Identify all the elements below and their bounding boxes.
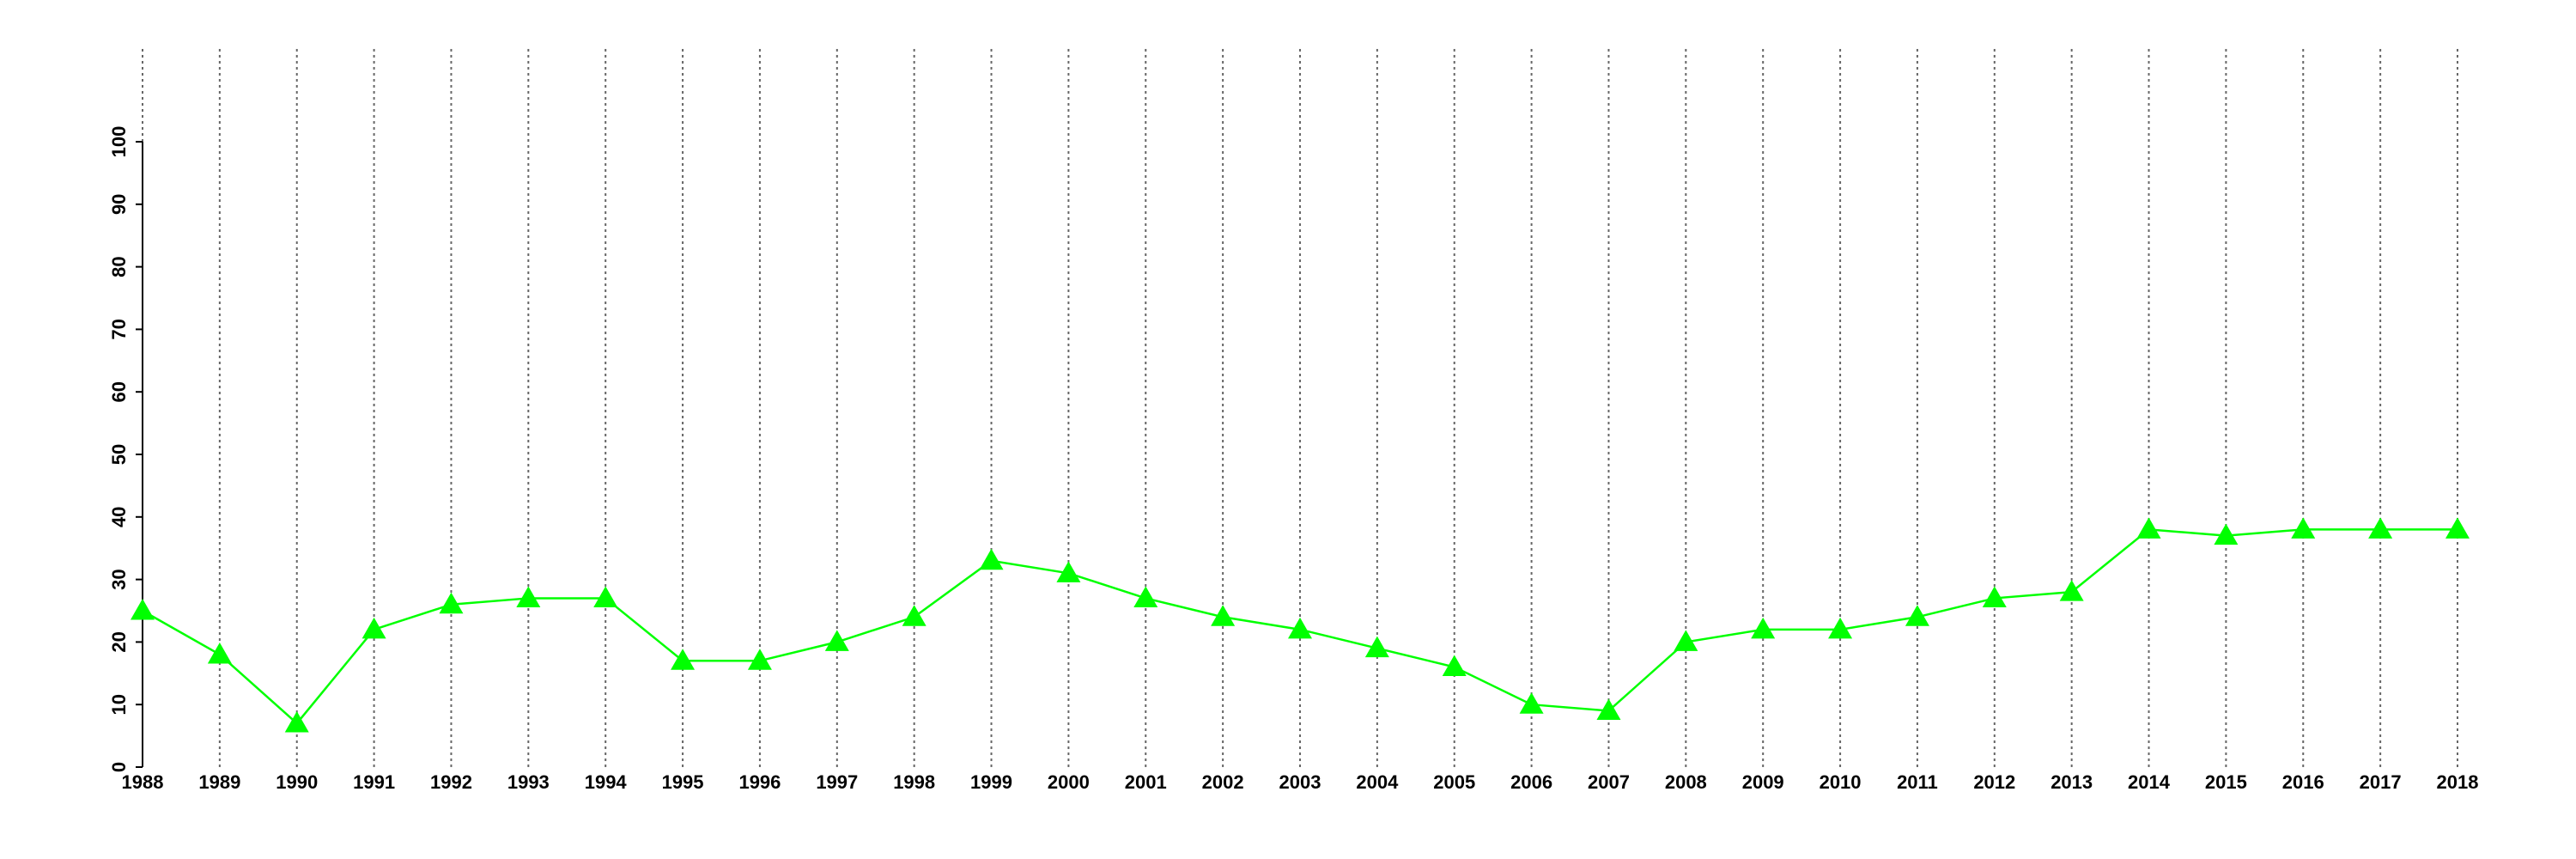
marker — [439, 592, 464, 614]
marker — [747, 649, 772, 670]
marker — [902, 605, 927, 626]
marker — [1828, 617, 1853, 639]
marker — [1596, 698, 1621, 720]
x-tick-label: 2001 — [1125, 771, 1167, 793]
x-tick-label: 1997 — [816, 771, 858, 793]
x-tick-label: 1998 — [893, 771, 935, 793]
x-tick-label: 1988 — [122, 771, 164, 793]
x-tick-label: 2000 — [1048, 771, 1090, 793]
x-tick-label: 1989 — [198, 771, 240, 793]
marker — [361, 617, 386, 639]
x-tick-label: 2002 — [1202, 771, 1244, 793]
marker — [2059, 580, 2084, 601]
marker — [1982, 586, 2007, 607]
marker — [207, 642, 232, 664]
y-tick-label: 100 — [108, 126, 130, 158]
x-tick-label: 1993 — [507, 771, 550, 793]
x-tick-label: 2014 — [2128, 771, 2171, 793]
x-tick-label: 2011 — [1897, 771, 1938, 793]
x-tick-label: 2003 — [1279, 771, 1321, 793]
x-tick-label: 2018 — [2437, 771, 2479, 793]
marker — [671, 649, 696, 670]
marker — [1905, 605, 1929, 626]
x-tick-label: 1991 — [353, 771, 395, 793]
marker — [1288, 617, 1312, 639]
y-tick-label: 0 — [108, 762, 130, 772]
marker — [1519, 692, 1544, 714]
y-tick-label: 30 — [108, 569, 130, 589]
marker — [979, 548, 1004, 570]
x-tick-label: 2016 — [2282, 771, 2324, 793]
y-tick-label: 40 — [108, 507, 130, 527]
marker — [131, 599, 155, 620]
y-tick-label: 80 — [108, 256, 130, 277]
x-tick-label: 2013 — [2050, 771, 2093, 793]
x-tick-label: 2004 — [1356, 771, 1399, 793]
x-tick-label: 1994 — [585, 771, 628, 793]
x-tick-label: 1995 — [662, 771, 704, 793]
marker — [1211, 605, 1236, 626]
marker — [1364, 636, 1389, 658]
marker — [2136, 517, 2161, 539]
marker — [2445, 517, 2470, 539]
marker — [1751, 617, 1776, 639]
marker — [516, 586, 541, 607]
x-tick-label: 2008 — [1665, 771, 1707, 793]
x-tick-label: 2009 — [1742, 771, 1784, 793]
y-tick-label: 10 — [108, 694, 130, 715]
y-tick-label: 20 — [108, 631, 130, 652]
marker — [2291, 517, 2316, 539]
x-tick-label: 2007 — [1588, 771, 1630, 793]
y-tick-label: 70 — [108, 319, 130, 339]
marker — [2368, 517, 2393, 539]
marker — [1056, 561, 1081, 582]
x-tick-label: 2017 — [2360, 771, 2402, 793]
x-tick-label: 1992 — [430, 771, 472, 793]
marker — [824, 630, 849, 651]
x-tick-label: 2006 — [1510, 771, 1552, 793]
y-tick-label: 90 — [108, 194, 130, 215]
x-tick-label: 1996 — [738, 771, 781, 793]
marker — [284, 711, 309, 733]
x-tick-label: 2010 — [1820, 771, 1862, 793]
marker — [2214, 523, 2239, 545]
marker — [593, 586, 618, 607]
marker — [1442, 655, 1467, 677]
y-tick-label: 60 — [108, 381, 130, 402]
x-tick-label: 1990 — [276, 771, 318, 793]
x-tick-label: 2012 — [1973, 771, 2015, 793]
marker — [1674, 630, 1698, 651]
marker — [1133, 586, 1158, 607]
x-tick-label: 2005 — [1433, 771, 1475, 793]
x-tick-label: 2015 — [2205, 771, 2247, 793]
x-tick-label: 1999 — [970, 771, 1012, 793]
y-tick-label: 50 — [108, 444, 130, 465]
